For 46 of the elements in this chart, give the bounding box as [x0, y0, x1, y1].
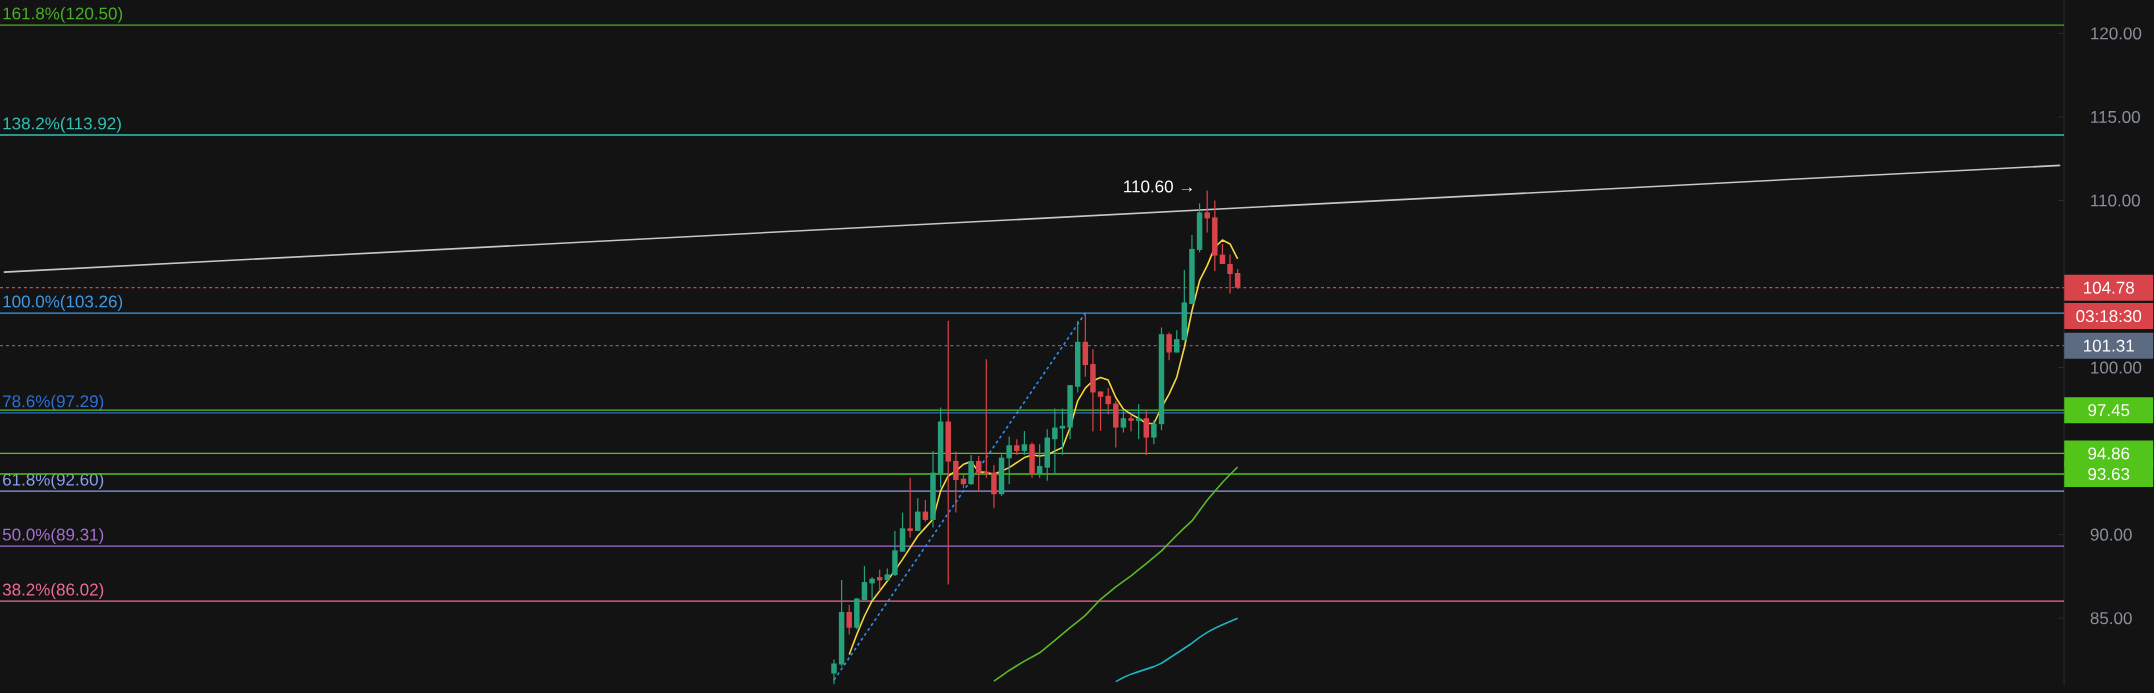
candlestick: [899, 511, 906, 553]
candlestick: [1151, 419, 1157, 445]
y-tick-label: 120.00: [2091, 27, 2142, 40]
candlestick: [1006, 435, 1012, 485]
candlestick: [1052, 407, 1058, 475]
y-tick-label: 110.00: [2091, 194, 2140, 207]
candlestick: [975, 455, 982, 493]
candlestick: [915, 497, 921, 532]
ref-line-label: 61.8%(92.60): [3, 473, 104, 489]
candlestick: [1082, 313, 1089, 378]
ref-line-label: 161.8%(120.50): [3, 7, 123, 23]
y-tick-label: 100.00: [2091, 361, 2142, 374]
text: 104.78: [2084, 281, 2134, 294]
candlestick: [1128, 413, 1134, 433]
y-tick-label: 90.00: [2090, 528, 2132, 541]
candlestick: [831, 658, 837, 685]
annotation: 110.60 →: [1124, 180, 1192, 193]
text: 93.63: [2088, 467, 2130, 481]
candlestick: [869, 576, 875, 601]
candlestick: [953, 451, 959, 514]
y-tick-label: 85.00: [2090, 612, 2132, 625]
ref-line-label: 100.0%(103.26): [3, 295, 123, 311]
candlestick: [1173, 329, 1180, 354]
candlestick: [1135, 403, 1142, 440]
y-tick-label: 115.00: [2091, 110, 2140, 123]
ref-line-label: 38.2%(86.02): [2, 583, 104, 599]
candlestick: [1105, 387, 1111, 415]
ref-line-label: 50.0%(89.31): [2, 528, 104, 544]
text: 03:18:30: [2076, 310, 2142, 323]
candlestick: [1143, 409, 1149, 456]
candlestick: [968, 454, 974, 486]
candlestick: [1059, 407, 1066, 456]
ref-line-label: 78.6%(97.29): [3, 394, 104, 411]
ref-line-label: 138.2%(113.92): [3, 116, 121, 133]
text: 94.86: [2088, 447, 2130, 460]
candlestick: [907, 477, 913, 539]
candlestick: [991, 464, 997, 509]
candlestick: [1204, 189, 1210, 233]
candlestick: [846, 604, 852, 635]
text: 101.31: [2084, 339, 2134, 352]
candlestick: [861, 565, 868, 601]
candlestick: [1021, 430, 1028, 456]
candlestick: [1097, 390, 1104, 432]
candlestick: [1120, 409, 1127, 434]
text: 97.45: [2088, 404, 2130, 417]
candlestick: [1166, 331, 1172, 361]
